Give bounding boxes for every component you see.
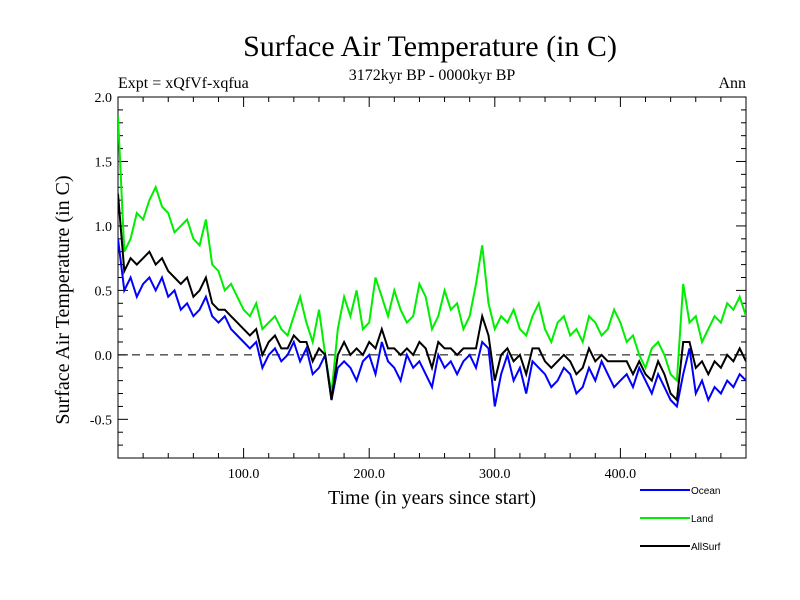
chart-title: Surface Air Temperature (in C)	[243, 30, 617, 63]
y-tick-label: 0.5	[95, 284, 113, 299]
legend-label-allsurf: AllSurf	[691, 542, 721, 553]
x-tick-label: 200.0	[353, 467, 385, 482]
series-land	[118, 116, 746, 394]
period-label: Ann	[718, 75, 746, 92]
y-axis-label: Surface Air Temperature (in C)	[52, 175, 74, 424]
y-tick-label: 2.0	[95, 91, 113, 106]
expt-label: Expt = xQfVf-xqfua	[118, 75, 249, 92]
series-ocean	[118, 238, 746, 409]
plot-frame	[117, 96, 747, 459]
chart-subtitle: 3172kyr BP - 0000kyr BP	[349, 67, 516, 84]
y-tick-label: 1.0	[95, 220, 113, 235]
legend-label-ocean: Ocean	[691, 486, 720, 497]
series-allsurf	[118, 193, 746, 403]
y-tick-label: -0.5	[90, 413, 112, 428]
y-tick-label: 1.5	[95, 155, 113, 170]
y-tick-label: 0.0	[95, 349, 113, 364]
x-tick-label: 100.0	[228, 467, 260, 482]
legend: Ocean Land AllSurf	[640, 486, 721, 553]
x-axis-label: Time (in years since start)	[328, 487, 536, 509]
x-tick-label: 400.0	[605, 467, 637, 482]
plot-area: 100.0 200.0 300.0 400.0 -0.5 0.0 0.5 1.0 1.5 2.0	[90, 91, 747, 482]
legend-label-land: Land	[691, 514, 713, 525]
x-tick-label: 300.0	[479, 467, 511, 482]
